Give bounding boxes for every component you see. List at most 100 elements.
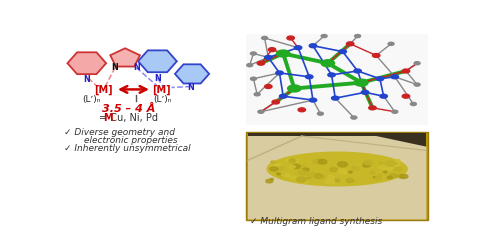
Circle shape <box>338 169 346 173</box>
Polygon shape <box>110 48 140 67</box>
Text: [M]: [M] <box>95 84 113 94</box>
Circle shape <box>332 96 339 100</box>
Circle shape <box>361 90 369 94</box>
Circle shape <box>271 164 281 169</box>
Text: N: N <box>133 64 140 72</box>
Circle shape <box>410 102 416 106</box>
Circle shape <box>319 160 327 164</box>
Circle shape <box>307 172 315 177</box>
Circle shape <box>272 100 279 104</box>
Text: = Cu, Ni, Pd: = Cu, Ni, Pd <box>99 113 158 123</box>
Circle shape <box>303 168 309 171</box>
Circle shape <box>291 164 300 169</box>
Circle shape <box>392 110 398 113</box>
Circle shape <box>312 160 317 163</box>
Circle shape <box>276 173 280 175</box>
Text: (Lʼ)ₙ: (Lʼ)ₙ <box>83 95 101 104</box>
Circle shape <box>264 55 272 59</box>
Text: ✓ Multigram ligand synthesis: ✓ Multigram ligand synthesis <box>250 217 382 226</box>
Circle shape <box>285 174 290 177</box>
Circle shape <box>369 106 376 110</box>
Circle shape <box>291 176 296 179</box>
Circle shape <box>384 167 392 171</box>
Text: 3.5 – 4 Å: 3.5 – 4 Å <box>102 104 156 114</box>
Circle shape <box>321 60 335 67</box>
Circle shape <box>289 159 298 163</box>
Circle shape <box>278 167 284 170</box>
Circle shape <box>363 164 370 167</box>
Circle shape <box>305 75 313 79</box>
Circle shape <box>338 162 348 167</box>
Circle shape <box>279 94 287 98</box>
Circle shape <box>381 164 388 168</box>
Circle shape <box>372 53 380 57</box>
Circle shape <box>317 112 324 115</box>
Circle shape <box>379 165 388 169</box>
Circle shape <box>308 177 311 179</box>
Bar <box>248 133 426 219</box>
Text: (Lʼ)ₙ: (Lʼ)ₙ <box>153 95 171 104</box>
Circle shape <box>351 116 357 119</box>
Circle shape <box>354 69 361 73</box>
Circle shape <box>328 73 335 77</box>
Circle shape <box>402 69 410 73</box>
Circle shape <box>388 42 394 45</box>
Text: ✓ Inherently unsymmetrical: ✓ Inherently unsymmetrical <box>64 144 191 153</box>
Circle shape <box>346 179 354 182</box>
Circle shape <box>276 50 290 57</box>
Circle shape <box>247 64 252 67</box>
Circle shape <box>390 168 394 169</box>
Circle shape <box>391 75 398 79</box>
Circle shape <box>393 162 400 166</box>
Circle shape <box>286 159 291 162</box>
Circle shape <box>414 83 420 86</box>
Polygon shape <box>248 136 426 219</box>
Circle shape <box>315 174 324 179</box>
Circle shape <box>297 177 306 182</box>
Circle shape <box>400 174 408 178</box>
Circle shape <box>270 178 274 180</box>
Circle shape <box>375 177 382 180</box>
Circle shape <box>328 175 334 178</box>
Circle shape <box>347 42 354 46</box>
Circle shape <box>257 61 264 65</box>
Text: N: N <box>112 64 119 72</box>
Circle shape <box>355 35 360 38</box>
Circle shape <box>414 62 420 65</box>
Circle shape <box>352 165 359 169</box>
Circle shape <box>268 48 276 52</box>
Circle shape <box>343 172 347 174</box>
Polygon shape <box>175 64 209 83</box>
Circle shape <box>288 85 301 92</box>
Circle shape <box>363 163 369 166</box>
Circle shape <box>314 174 321 177</box>
Circle shape <box>289 165 295 168</box>
Bar <box>246 34 428 125</box>
Circle shape <box>355 79 368 86</box>
Circle shape <box>289 159 296 162</box>
Circle shape <box>385 161 396 166</box>
Text: N: N <box>154 74 161 83</box>
Text: N: N <box>188 83 194 92</box>
Circle shape <box>384 171 387 173</box>
Circle shape <box>370 171 374 174</box>
Circle shape <box>380 94 387 98</box>
Circle shape <box>309 44 317 48</box>
Circle shape <box>373 177 376 178</box>
Circle shape <box>298 108 306 112</box>
Circle shape <box>379 163 383 164</box>
Circle shape <box>394 167 402 171</box>
Circle shape <box>279 177 282 178</box>
Circle shape <box>376 77 384 81</box>
Text: M: M <box>104 113 113 123</box>
Circle shape <box>299 171 307 175</box>
Circle shape <box>397 174 404 178</box>
Circle shape <box>270 167 278 171</box>
Circle shape <box>330 167 338 172</box>
Circle shape <box>309 98 317 102</box>
Circle shape <box>251 52 256 55</box>
Circle shape <box>251 77 256 80</box>
Circle shape <box>363 160 373 165</box>
Circle shape <box>335 179 340 182</box>
Circle shape <box>321 35 327 38</box>
